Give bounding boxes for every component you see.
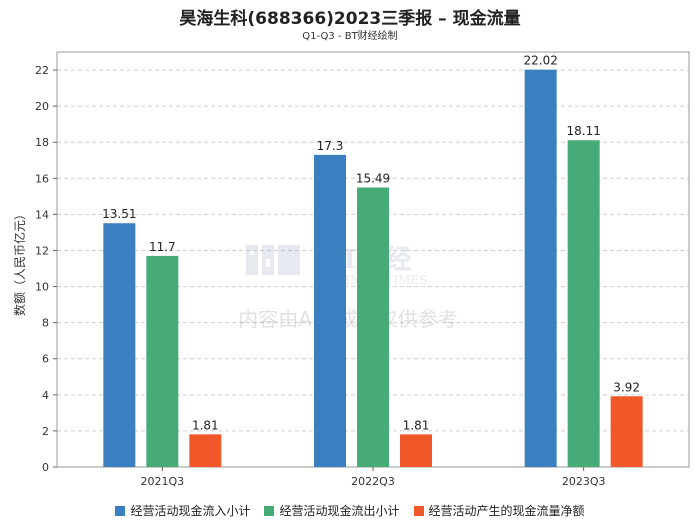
y-tick-label: 18 (35, 136, 49, 149)
legend-label: 经营活动现金流入小计 (130, 504, 251, 518)
bars (103, 69, 643, 467)
bar (103, 223, 136, 467)
y-tick-label: 16 (35, 172, 49, 185)
legend-swatch (115, 505, 126, 516)
bar (357, 187, 389, 467)
watermark-notice: 内容由AI生成，仅供参考 (238, 307, 458, 331)
y-axis-label: 数额（人民币亿元） (12, 208, 27, 316)
x-tick-label: 2021Q3 (141, 475, 185, 488)
bar (567, 140, 600, 467)
bar (400, 434, 432, 467)
y-tick-label: 4 (42, 389, 49, 402)
y-tick-label: 6 (42, 353, 49, 366)
watermark: BT财经 BUSINESSTIMES 内容由AI生成，仅供参考 (238, 244, 458, 331)
bar (314, 154, 346, 467)
y-tick-label: 0 (42, 461, 49, 474)
legend-label: 经营活动产生的现金流量净额 (428, 504, 585, 518)
bar-value-label: 13.51 (102, 207, 136, 221)
bar-value-label: 17.3 (317, 139, 344, 153)
bar-value-label: 18.11 (566, 124, 600, 138)
x-tick-label: 2022Q3 (351, 475, 395, 488)
bar-value-label: 1.81 (403, 418, 430, 432)
bar (189, 434, 222, 467)
y-tick-label: 8 (42, 317, 49, 330)
y-tick-label: 22 (35, 64, 49, 77)
chart-legend: 经营活动现金流入小计 经营活动现金流出小计 经营活动产生的现金流量净额 (0, 502, 700, 519)
bar (146, 255, 179, 467)
chart-subtitle: Q1-Q3 - BT财经绘制 (302, 31, 398, 42)
legend-label: 经营活动现金流出小计 (279, 504, 400, 518)
bar-chart: BT财经 BUSINESSTIMES 内容由AI生成，仅供参考 0 2 4 6 8 10 1… (12, 51, 690, 488)
y-tick-label: 2 (42, 425, 49, 438)
bt-logo-mark (246, 245, 300, 275)
axes: 0 2 4 6 8 10 12 14 16 18 20 22 2021Q3 2022Q3 2023Q3 (35, 51, 690, 488)
bar-value-label: 15.49 (356, 172, 390, 186)
legend-swatch (264, 505, 275, 516)
bar-value-label: 11.7 (149, 240, 176, 254)
bar-value-label: 3.92 (613, 380, 640, 394)
y-tick-label: 14 (35, 208, 49, 221)
legend-item: 经营活动产生的现金流量净额 (413, 502, 585, 519)
bar (524, 69, 557, 467)
x-tick-label: 2023Q3 (562, 475, 606, 488)
bar-value-label: 1.81 (192, 418, 219, 432)
bar-value-label: 22.02 (523, 54, 557, 68)
y-tick-label: 10 (35, 281, 49, 294)
bar-labels: 13.51 11.7 1.81 17.3 15.49 1.81 22.02 18.11 3.92 (102, 54, 640, 433)
legend-item: 经营活动现金流入小计 (115, 502, 250, 519)
y-tick-label: 12 (35, 244, 49, 257)
y-tick-label: 20 (35, 100, 49, 113)
chart-title: 昊海生科(688366)2023三季报 – 现金流量 (179, 9, 521, 29)
legend-swatch (413, 505, 424, 516)
bar (610, 396, 643, 467)
legend-item: 经营活动现金流出小计 (264, 502, 400, 519)
